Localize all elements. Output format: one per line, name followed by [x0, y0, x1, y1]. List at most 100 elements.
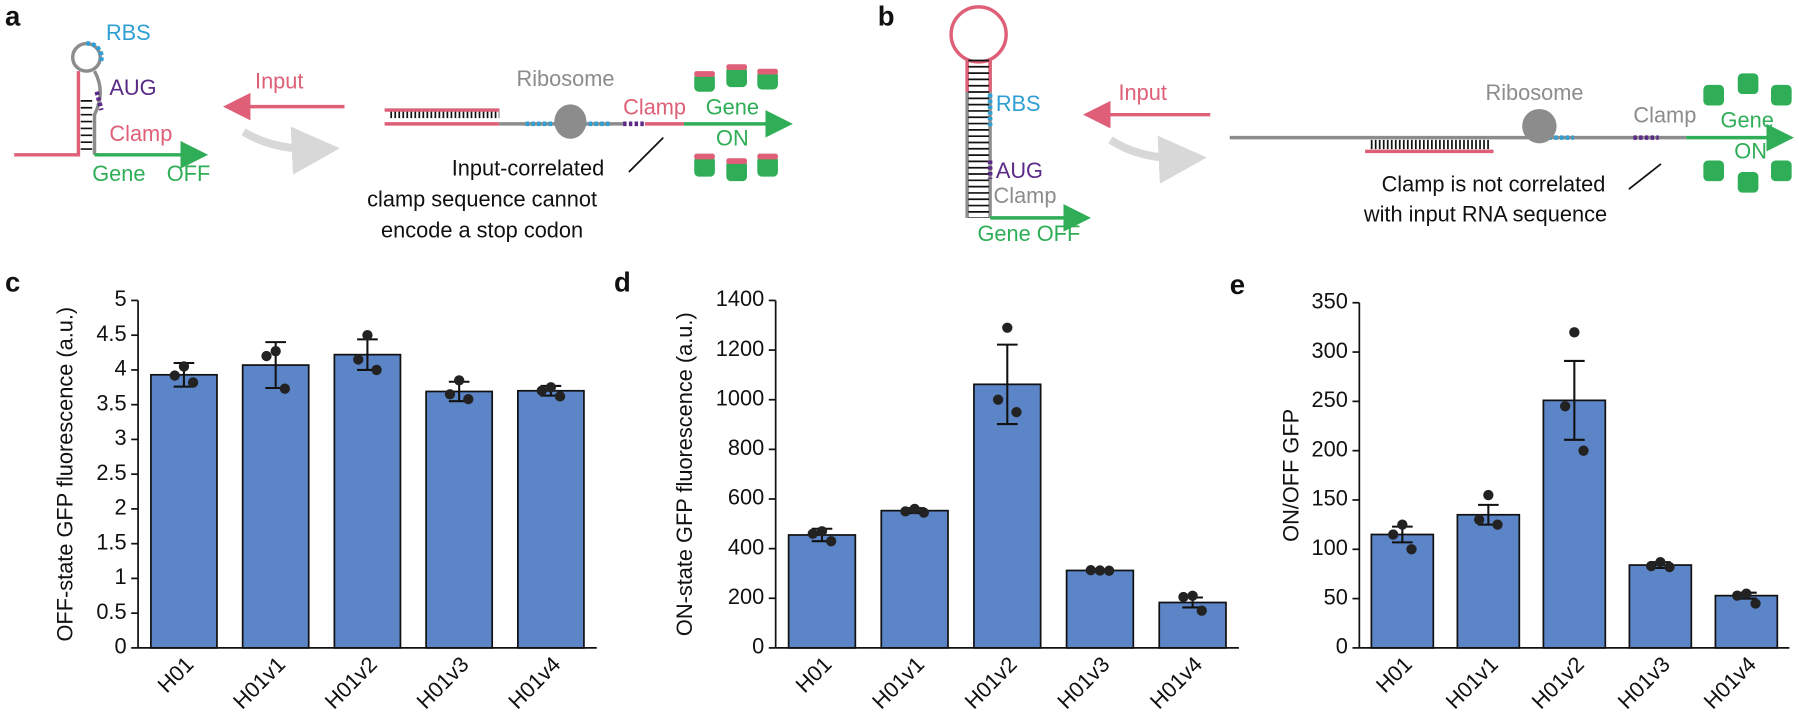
label: Input [255, 68, 303, 93]
bar [517, 389, 585, 649]
bar [1628, 564, 1693, 649]
bar [1158, 601, 1227, 649]
label: Ribosome [1485, 80, 1583, 105]
panel-label: e [1230, 269, 1245, 300]
ribosome [554, 104, 587, 139]
label: Clamp [1633, 103, 1696, 128]
y-tick-label: 5 [114, 286, 126, 311]
y-tick-label: 1400 [716, 286, 764, 311]
x-tick-label: H01v2 [960, 652, 1022, 714]
note: encode a stop codon [381, 217, 583, 242]
y-tick-label: 0 [1336, 634, 1348, 659]
x-tick-label: H01v3 [1613, 652, 1675, 714]
base-pairs [80, 100, 93, 150]
data-point [178, 361, 190, 372]
data-point [362, 330, 373, 341]
data-point [992, 394, 1004, 405]
bar [150, 373, 218, 649]
hairpin-loop [949, 5, 1008, 64]
data-point [444, 389, 456, 400]
ribosome [1522, 108, 1557, 144]
data-point [1750, 598, 1761, 609]
y-tick-label: 4.5 [96, 321, 126, 346]
y-tick-label: 3 [114, 425, 126, 450]
label: RBS [996, 91, 1041, 116]
data-point [1560, 401, 1571, 412]
label: Clamp [623, 95, 686, 120]
data-point [900, 506, 911, 517]
data-point [816, 526, 828, 537]
x-tick-label: H01v1 [867, 652, 929, 714]
label: AUG [996, 158, 1043, 183]
label: Clamp [109, 121, 172, 146]
y-tick-label: 0.5 [96, 599, 126, 624]
rbs-site [86, 41, 104, 65]
y-tick-label: 300 [1312, 338, 1348, 363]
data-point [169, 370, 180, 381]
bar [1370, 533, 1435, 649]
label: Ribosome [516, 66, 614, 91]
data-point [1085, 565, 1096, 576]
reaction-arrow [1108, 135, 1207, 184]
x-tick-label: H01v4 [1699, 652, 1761, 714]
data-point [1406, 544, 1417, 555]
data-point [1388, 529, 1399, 540]
y-tick-label: 2 [114, 495, 126, 520]
data-point [536, 385, 547, 396]
label: ON [1734, 138, 1767, 163]
panel-label: c [5, 267, 20, 298]
y-tick-label: 2.5 [96, 460, 126, 485]
label: RBS [106, 20, 151, 45]
data-point [453, 375, 465, 386]
y-axis-label: ON-state GFP fluorescence (a.u.) [672, 312, 697, 636]
pointer [628, 136, 664, 173]
hairpin-loop [70, 41, 102, 73]
gfp-icons [694, 64, 778, 164]
data-point [463, 393, 474, 405]
y-axis-label: ON/OFF GFP [1279, 409, 1304, 542]
y-tick-label: 200 [1312, 436, 1348, 461]
label: AUG [109, 75, 156, 100]
data-point [1492, 519, 1503, 530]
hairpin-strand [92, 70, 102, 155]
data-point [1646, 560, 1657, 572]
bar [880, 509, 949, 649]
data-point [909, 503, 920, 515]
label: ON [716, 126, 749, 151]
y-tick-label: 400 [728, 534, 764, 559]
y-axis-label: OFF-state GFP fluorescence (a.u.) [53, 307, 78, 642]
y-tick-label: 4 [114, 356, 126, 381]
data-point [1732, 590, 1743, 601]
bar [1065, 569, 1135, 649]
bar [1456, 513, 1521, 649]
x-tick-label: H01v3 [1052, 652, 1114, 714]
data-point [187, 377, 199, 388]
label: Clamp [994, 183, 1057, 208]
data-point [807, 528, 818, 539]
y-tick-label: 1.5 [96, 529, 126, 554]
x-tick-label: H01v3 [411, 652, 473, 714]
gfp-icons [1703, 73, 1792, 193]
label: Gene OFF [977, 221, 1080, 246]
bar [241, 364, 310, 649]
data-point [825, 536, 837, 547]
y-tick-label: 150 [1312, 486, 1348, 511]
data-point [261, 350, 272, 362]
y-tick-label: 0 [752, 634, 764, 659]
data-point [1178, 591, 1189, 603]
bar [1714, 594, 1779, 649]
y-tick-label: 50 [1324, 584, 1348, 609]
data-point [1578, 445, 1589, 456]
data-point [1187, 590, 1198, 601]
y-tick-label: 100 [1312, 535, 1348, 560]
gfp-icons [694, 66, 778, 182]
y-tick-label: 800 [728, 435, 764, 460]
data-point [554, 391, 566, 402]
x-tick-label: H01 [153, 652, 199, 698]
label: Gene [706, 95, 759, 120]
x-tick-label: H01v1 [1441, 652, 1503, 714]
y-tick-label: 250 [1312, 387, 1348, 412]
y-tick-label: 600 [728, 485, 764, 510]
data-point [918, 507, 929, 518]
data-point [270, 346, 281, 357]
